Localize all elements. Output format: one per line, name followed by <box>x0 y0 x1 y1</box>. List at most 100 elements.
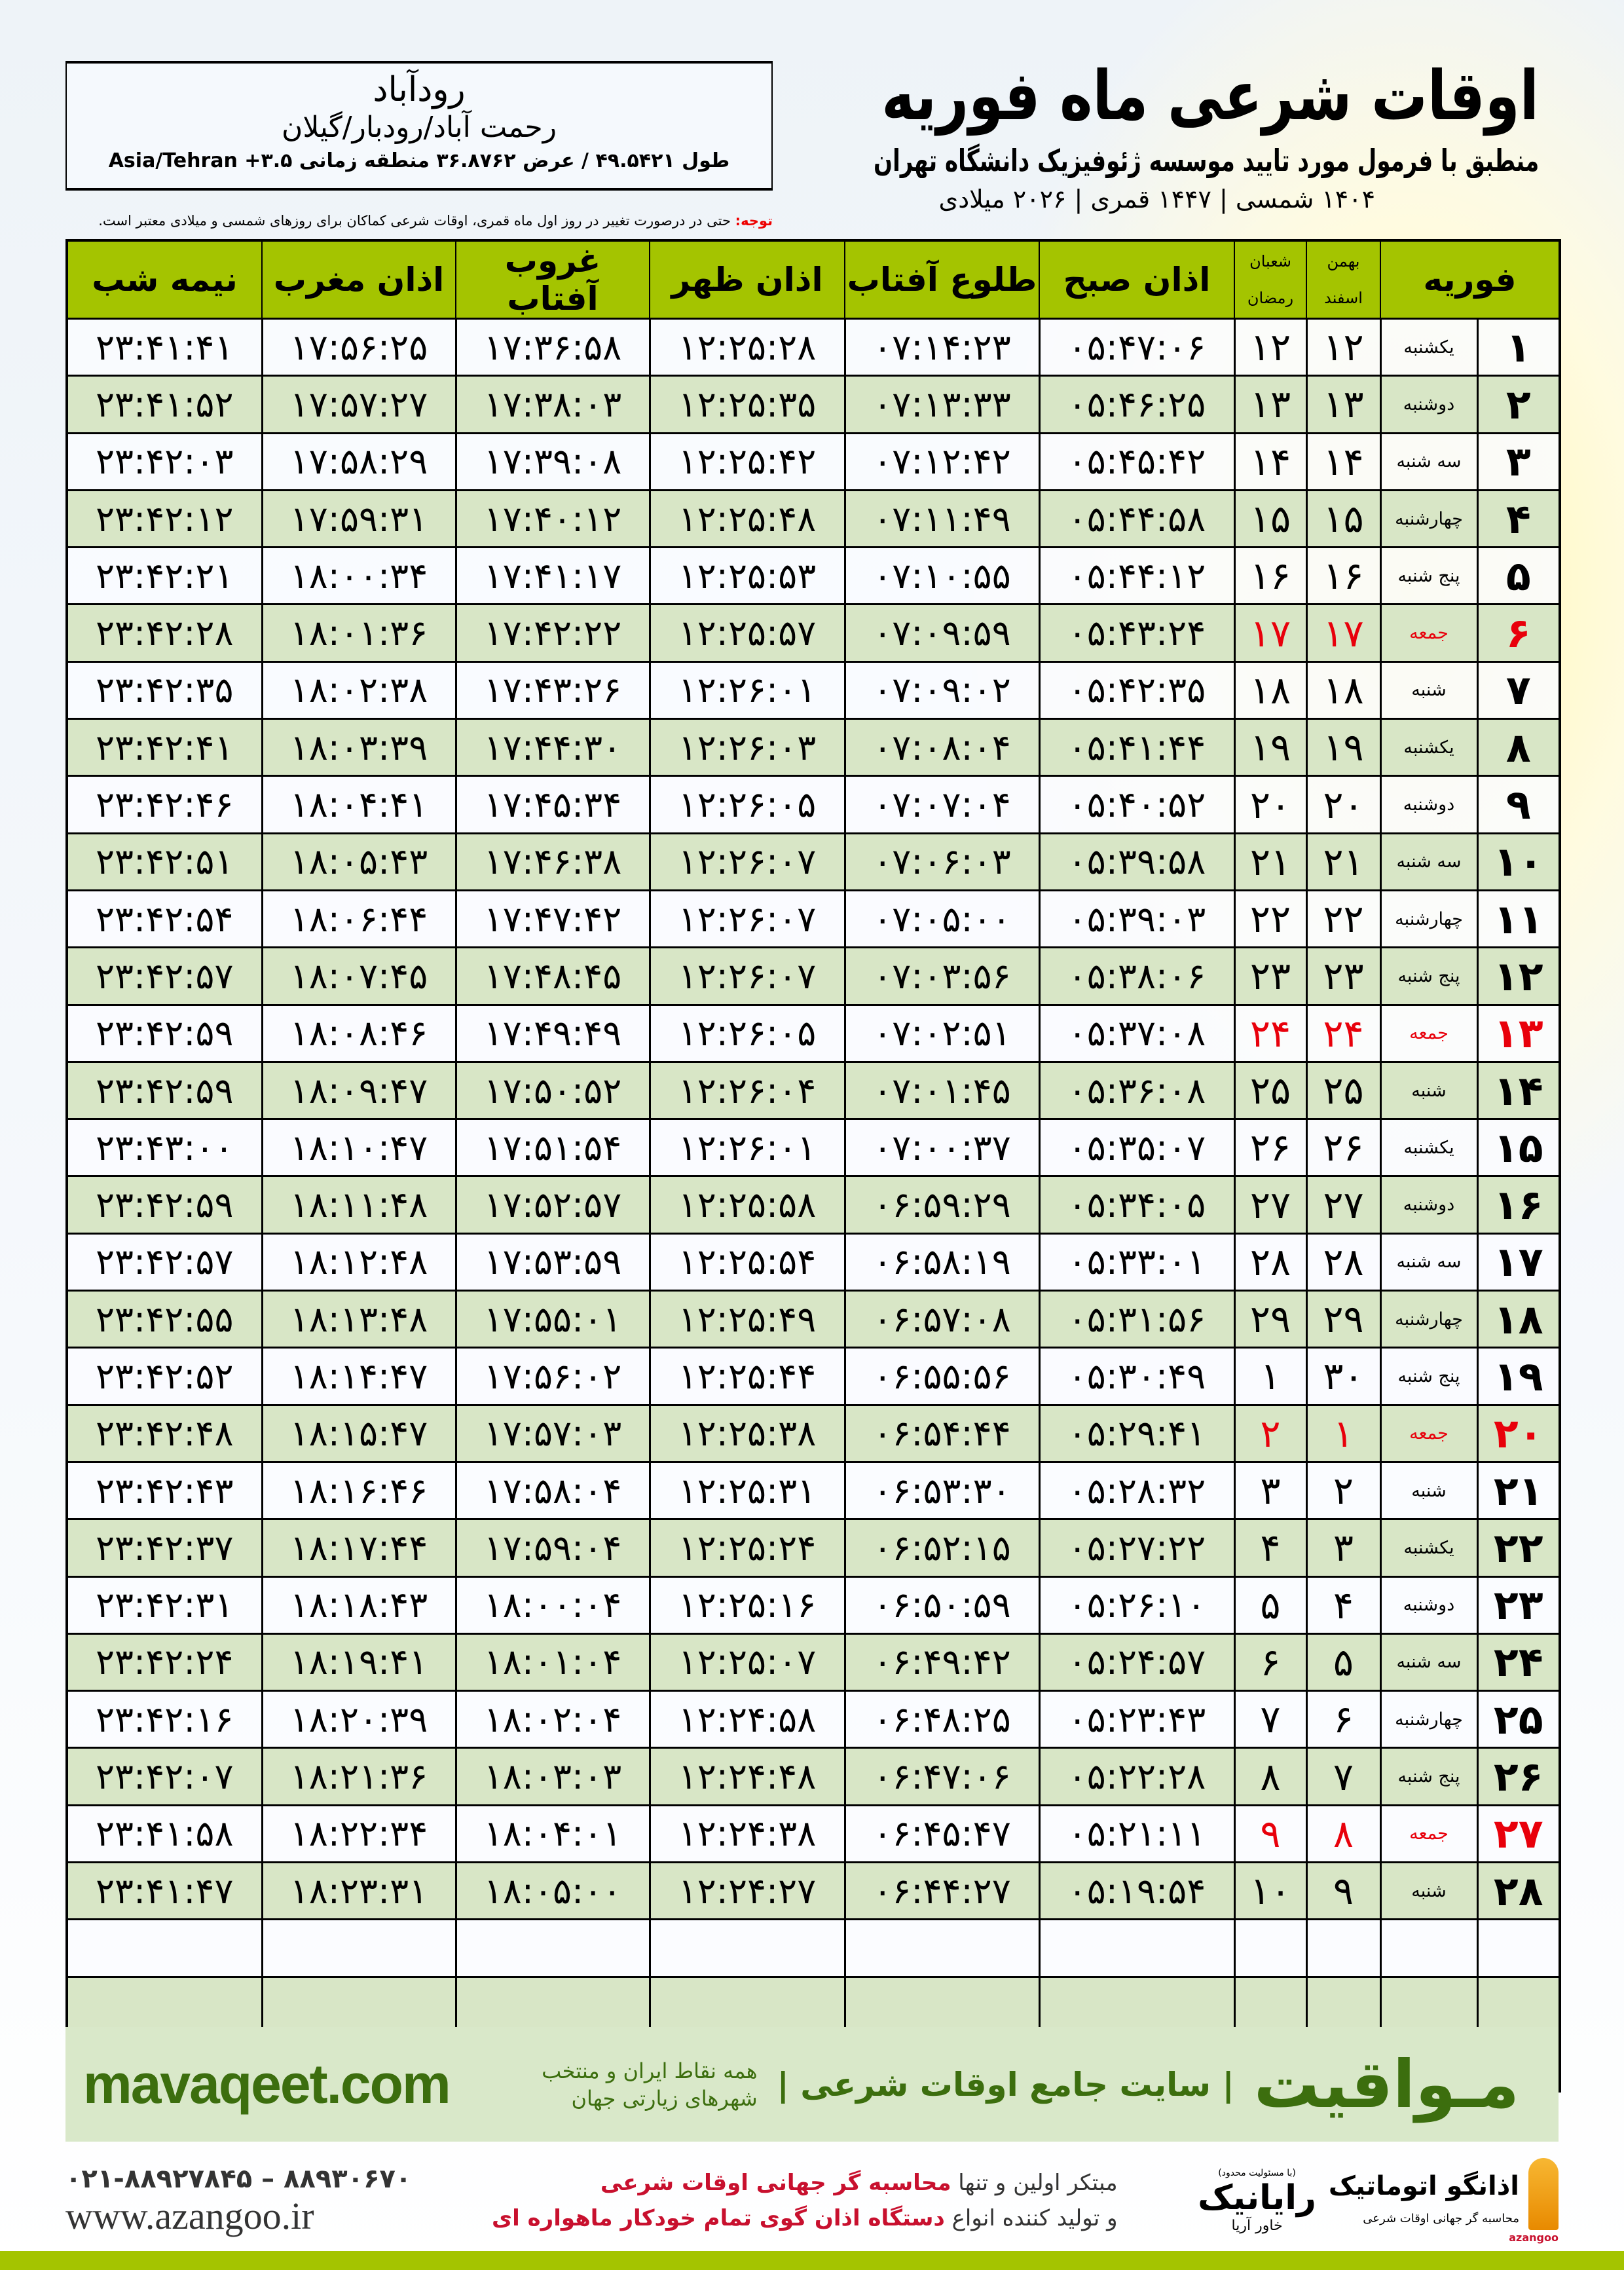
day-number <box>1476 1975 1561 2035</box>
header-lunar-month: شعبان رمضان <box>1234 240 1307 320</box>
weekday: پنج شنبه <box>1379 546 1479 606</box>
lunar-date: ۵ <box>1233 1575 1308 1635</box>
day-number: ۶ <box>1476 603 1561 663</box>
note-text: حتی در درصورت تغییر در روز اول ماه قمری،… <box>98 213 735 229</box>
sunrise-time: ۰۷:۰۰:۳۷ <box>843 1118 1041 1178</box>
sunset-time: ۱۷:۴۲:۲۲ <box>454 603 651 663</box>
weekday: پنج شنبه <box>1379 946 1479 1006</box>
sunrise-time: ۰۶:۵۷:۰۸ <box>843 1290 1041 1349</box>
lunar-date: ۲۰ <box>1233 775 1308 834</box>
midnight-time: ۲۳:۴۲:۰۳ <box>65 432 263 491</box>
table-row: ۴ چهارشنبه ۱۵ ۱۵ ۰۵:۴۴:۵۸ ۰۷:۱۱:۴۹ ۱۲:۲۵:۴۸ ۱۷:… <box>65 489 1561 549</box>
raynik-sub: خاور آریا <box>1231 2217 1283 2234</box>
solar-date: ۲۴ <box>1305 1003 1382 1063</box>
sunrise-time <box>843 1975 1041 2035</box>
sunrise-time: ۰۷:۱۳:۳۳ <box>843 375 1041 434</box>
weekday <box>1379 1975 1479 2035</box>
midnight-time: ۲۳:۴۲:۰۷ <box>65 1747 263 1806</box>
lunar-date: ۲۳ <box>1233 946 1308 1006</box>
solar-date: ۸ <box>1305 1804 1382 1864</box>
maghrib-time: ۱۸:۰۹:۴۷ <box>261 1060 457 1121</box>
fajr-time: ۰۵:۳۸:۰۶ <box>1038 946 1236 1006</box>
slogan-line2-a: و تولید کننده انواع <box>944 2205 1118 2231</box>
dhuhr-time: ۱۲:۲۵:۴۹ <box>648 1290 846 1349</box>
sunrise-time: ۰۷:۰۵:۰۰ <box>843 889 1041 949</box>
lunar-date: ۲۲ <box>1233 889 1308 949</box>
table-row: ۲۵ چهارشنبه ۶ ۷ ۰۵:۲۳:۴۳ ۰۶:۴۸:۲۵ ۱۲:۲۴:۵۸ ۱۸:۰… <box>65 1690 1561 1749</box>
lunar-date: ۱۴ <box>1233 432 1308 491</box>
page-subtitle: منطبق با فرمول مورد تایید موسسه ژئوفیزیک… <box>873 143 1539 178</box>
sunrise-time: ۰۷:۰۹:۰۲ <box>843 660 1041 720</box>
day-number: ۲۵ <box>1476 1690 1561 1749</box>
fajr-time <box>1038 1975 1236 2035</box>
dhuhr-time: ۱۲:۲۶:۰۱ <box>648 660 846 720</box>
table-row: ۱۱ چهارشنبه ۲۲ ۲۲ ۰۵:۳۹:۰۳ ۰۷:۰۵:۰۰ ۱۲:۲۶:۰۷ ۱۷… <box>65 889 1561 949</box>
fajr-time: ۰۵:۴۲:۳۵ <box>1038 660 1236 720</box>
day-number: ۱ <box>1476 317 1561 377</box>
promo-banner: مـواقیت | سایت جامع اوقات شرعی | همه نقا… <box>65 2027 1559 2142</box>
solar-date <box>1305 1975 1382 2035</box>
lunar-date: ۲۶ <box>1233 1118 1308 1178</box>
weekday: سه شنبه <box>1379 1232 1479 1292</box>
sunset-time: ۱۷:۳۶:۵۸ <box>454 317 651 377</box>
sunset-time: ۱۷:۵۳:۵۹ <box>454 1232 651 1292</box>
solar-date: ۳۰ <box>1305 1347 1382 1406</box>
table-row: ۲۶ پنج شنبه ۷ ۸ ۰۵:۲۲:۲۸ ۰۶:۴۷:۰۶ ۱۲:۲۴:۴۸ ۱۸:۰… <box>65 1747 1561 1806</box>
sunset-time: ۱۷:۳۸:۰۳ <box>454 375 651 434</box>
midnight-time: ۲۳:۴۲:۳۷ <box>65 1518 263 1578</box>
date-line: ۱۴۰۴ شمسی | ۱۴۴۷ قمری | ۲۰۲۶ میلادی <box>938 185 1375 214</box>
lunar-date <box>1233 1918 1308 1978</box>
table-row: ۶ جمعه ۱۷ ۱۷ ۰۵:۴۳:۲۴ ۰۷:۰۹:۵۹ ۱۲:۲۵:۵۷ ۱۷:۴۲:۲… <box>65 603 1561 663</box>
lunar-date: ۱۵ <box>1233 489 1308 549</box>
promo-url[interactable]: mavaqeet.com <box>83 2053 451 2115</box>
solar-date: ۲۵ <box>1305 1060 1382 1121</box>
sunrise-time: ۰۶:۵۰:۵۹ <box>843 1575 1041 1635</box>
slogan-line1-b: محاسبه گر جهانی اوقات شرعی <box>600 2170 951 2196</box>
header-maghrib: اذان مغرب <box>261 240 456 320</box>
contact-website[interactable]: www.azangoo.ir <box>65 2194 314 2237</box>
lunar-date: ۲۱ <box>1233 832 1308 891</box>
table-row: ۱ یکشنبه ۱۲ ۱۲ ۰۵:۴۷:۰۶ ۰۷:۱۴:۲۳ ۱۲:۲۵:۲۸ ۱۷:۳۶… <box>65 317 1561 377</box>
solar-date: ۲ <box>1305 1461 1382 1521</box>
table-row: ۱۸ چهارشنبه ۲۹ ۲۹ ۰۵:۳۱:۵۶ ۰۶:۵۷:۰۸ ۱۲:۲۵:۴۹ ۱۷… <box>65 1290 1561 1349</box>
lunar-date: ۱۳ <box>1233 375 1308 434</box>
fajr-time: ۰۵:۴۰:۵۲ <box>1038 775 1236 834</box>
empty-row <box>65 1918 1561 1978</box>
dhuhr-time: ۱۲:۲۶:۰۳ <box>648 718 846 777</box>
midnight-time: ۲۳:۴۱:۴۱ <box>65 317 263 377</box>
weekday: چهارشنبه <box>1379 1290 1479 1349</box>
day-number: ۴ <box>1476 489 1561 549</box>
table-row: ۱۹ پنج شنبه ۳۰ ۱ ۰۵:۳۰:۴۹ ۰۶:۵۵:۵۶ ۱۲:۲۵:۴۴ ۱۷:… <box>65 1347 1561 1406</box>
fajr-time: ۰۵:۲۶:۱۰ <box>1038 1575 1236 1635</box>
header-sunrise: طلوع آفتاب <box>844 240 1040 320</box>
dhuhr-time: ۱۲:۲۵:۲۸ <box>648 317 846 377</box>
lunar-date: ۱ <box>1233 1347 1308 1406</box>
sunset-time: ۱۷:۴۰:۱۲ <box>454 489 651 549</box>
note-label: توجه: <box>735 213 773 229</box>
sunrise-time: ۰۷:۰۹:۵۹ <box>843 603 1041 663</box>
slogan-line2-b: دستگاه اذان گوی تمام خودکار ماهواره ای <box>491 2205 945 2231</box>
sunrise-time: ۰۶:۵۵:۵۶ <box>843 1347 1041 1406</box>
midnight-time: ۲۳:۴۲:۵۱ <box>65 832 263 891</box>
weekday: شنبه <box>1379 660 1479 720</box>
sunrise-time: ۰۶:۴۸:۲۵ <box>843 1690 1041 1749</box>
weekday: جمعه <box>1379 1804 1479 1864</box>
coordinates: طول ۴۹.۵۴۲۱ / عرض ۳۶.۸۷۶۲ منطقه زمانی ۳.… <box>108 149 730 172</box>
midnight-time: ۲۳:۴۲:۵۹ <box>65 1060 263 1121</box>
dhuhr-time: ۱۲:۲۵:۵۷ <box>648 603 846 663</box>
dhuhr-time: ۱۲:۲۴:۵۸ <box>648 1690 846 1749</box>
solar-date: ۱۵ <box>1305 489 1382 549</box>
table-row: ۲۲ یکشنبه ۳ ۴ ۰۵:۲۷:۲۲ ۰۶:۵۲:۱۵ ۱۲:۲۵:۲۴ ۱۷:۵۹:… <box>65 1518 1561 1578</box>
dhuhr-time: ۱۲:۲۶:۰۷ <box>648 832 846 891</box>
solar-date: ۲۷ <box>1305 1175 1382 1235</box>
midnight-time: ۲۳:۴۲:۵۷ <box>65 1232 263 1292</box>
weekday: سه شنبه <box>1379 832 1479 891</box>
day-number: ۱۹ <box>1476 1347 1561 1406</box>
midnight-time: ۲۳:۴۱:۴۷ <box>65 1861 263 1921</box>
day-number: ۲۱ <box>1476 1461 1561 1521</box>
table-row: ۱۰ سه شنبه ۲۱ ۲۱ ۰۵:۳۹:۵۸ ۰۷:۰۶:۰۳ ۱۲:۲۶:۰۷ ۱۷:… <box>65 832 1561 891</box>
maghrib-time: ۱۸:۰۲:۳۸ <box>261 660 457 720</box>
lunar-date: ۷ <box>1233 1690 1308 1749</box>
header-fajr: اذان صبح <box>1039 240 1235 320</box>
fajr-time: ۰۵:۴۶:۲۵ <box>1038 375 1236 434</box>
